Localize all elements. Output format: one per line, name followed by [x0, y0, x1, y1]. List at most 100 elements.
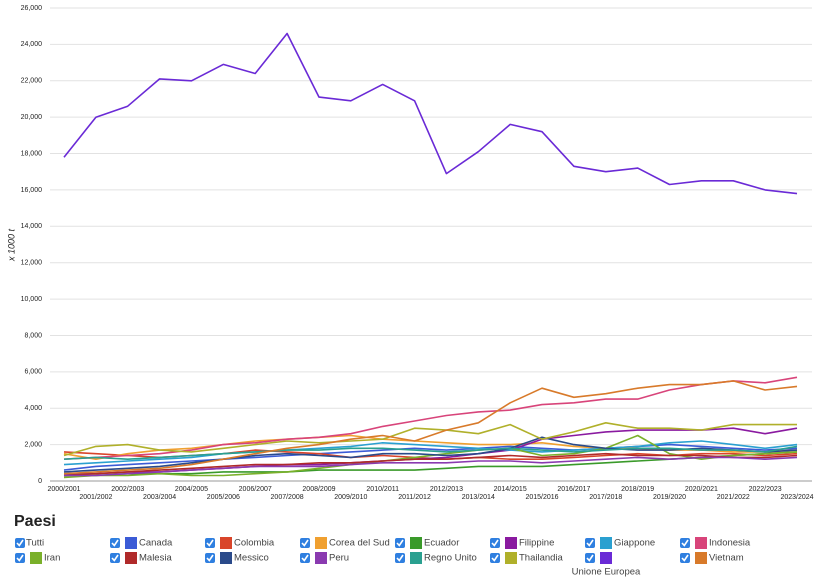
- series-line: [63, 380, 798, 475]
- y-tick-label: 14,000: [21, 223, 43, 230]
- series-line: [63, 445, 798, 460]
- legend-label[interactable]: Messico: [234, 553, 269, 564]
- legend-label[interactable]: Peru: [329, 553, 349, 564]
- x-tick-label: 2015/2016: [525, 494, 558, 501]
- checkbox-tick: [301, 554, 309, 562]
- x-tick-label: 2000/2001: [47, 486, 80, 493]
- x-tick-label: 2011/2012: [398, 494, 431, 501]
- series-line: [63, 32, 798, 195]
- x-tick-label: 2019/2020: [653, 494, 686, 501]
- checkbox[interactable]: [395, 538, 405, 548]
- legend-label[interactable]: Vietnam: [709, 553, 744, 564]
- x-tick-label: 2023/2024: [780, 494, 813, 501]
- legend-swatch[interactable]: [125, 552, 137, 564]
- checkbox-tick: [396, 554, 404, 562]
- legend-label[interactable]: Corea del Sud: [329, 538, 390, 549]
- legend-label[interactable]: Iran: [44, 553, 60, 564]
- checkbox[interactable]: [395, 553, 405, 563]
- x-tick-label: 2021/2022: [717, 494, 750, 501]
- legend-swatch[interactable]: [410, 537, 422, 549]
- x-tick-label: 2012/2013: [430, 486, 463, 493]
- y-tick-label: 10,000: [21, 296, 43, 303]
- x-tick-label: 2009/2010: [334, 494, 367, 501]
- x-tick-label: 2020/2021: [685, 486, 718, 493]
- checkbox-tick: [491, 554, 499, 562]
- y-tick-label: 8,000: [24, 332, 42, 339]
- legend-swatch[interactable]: [125, 537, 137, 549]
- checkbox[interactable]: [490, 538, 500, 548]
- legend-swatch[interactable]: [315, 537, 327, 549]
- checkbox-tick: [396, 539, 404, 547]
- x-tick-label: 2004/2005: [175, 486, 208, 493]
- checkbox-tick: [301, 539, 309, 547]
- legend-label[interactable]: Tutti: [26, 538, 44, 549]
- checkbox[interactable]: [680, 538, 690, 548]
- legend-swatch[interactable]: [600, 537, 612, 549]
- x-tick-label: 2003/2004: [143, 494, 176, 501]
- legend-label[interactable]: Colombia: [234, 538, 275, 549]
- checkbox[interactable]: [15, 538, 25, 548]
- legend-label[interactable]: Ecuador: [424, 538, 459, 549]
- checkbox[interactable]: [680, 553, 690, 563]
- legend-swatch[interactable]: [220, 552, 232, 564]
- checkbox-tick: [16, 554, 24, 562]
- checkbox-tick: [491, 539, 499, 547]
- series-line: [63, 440, 798, 466]
- y-axis-label: x 1000 t: [6, 228, 16, 262]
- checkbox[interactable]: [585, 553, 595, 563]
- legend-swatch[interactable]: [600, 552, 612, 564]
- checkbox[interactable]: [205, 538, 215, 548]
- legend-swatch[interactable]: [695, 552, 707, 564]
- x-tick-label: 2014/2015: [494, 486, 527, 493]
- x-tick-label: 2001/2002: [79, 494, 112, 501]
- x-tick-label: 2018/2019: [621, 486, 654, 493]
- legend-swatch[interactable]: [695, 537, 707, 549]
- checkbox[interactable]: [110, 538, 120, 548]
- checkbox[interactable]: [15, 553, 25, 563]
- checkbox-tick: [681, 554, 689, 562]
- series-line: [63, 436, 798, 473]
- y-tick-label: 22,000: [21, 78, 43, 85]
- legend-label[interactable]: Thailandia: [519, 553, 564, 564]
- x-tick-label: 2002/2003: [111, 486, 144, 493]
- legend-label[interactable]: Regno Unito: [424, 553, 477, 564]
- legend-label[interactable]: Canada: [139, 538, 173, 549]
- series-line: [63, 376, 798, 460]
- y-tick-label: 26,000: [21, 5, 43, 12]
- checkbox-tick: [206, 539, 214, 547]
- y-tick-label: 0: [38, 478, 42, 485]
- x-tick-label: 2007/2008: [271, 494, 304, 501]
- legend-label[interactable]: Malesia: [139, 553, 172, 564]
- legend-swatch[interactable]: [505, 537, 517, 549]
- checkbox[interactable]: [490, 553, 500, 563]
- legend-swatch[interactable]: [410, 552, 422, 564]
- y-tick-label: 16,000: [21, 187, 43, 194]
- legend-swatch[interactable]: [30, 552, 42, 564]
- y-tick-label: 6,000: [24, 369, 42, 376]
- legend-swatch[interactable]: [315, 552, 327, 564]
- x-tick-label: 2005/2006: [207, 494, 240, 501]
- x-tick-label: 2010/2011: [366, 486, 399, 493]
- checkbox-tick: [586, 554, 594, 562]
- checkbox[interactable]: [585, 538, 595, 548]
- checkbox[interactable]: [300, 553, 310, 563]
- series-line: [63, 434, 798, 479]
- legend-label[interactable]: Indonesia: [709, 538, 751, 549]
- x-tick-label: 2017/2018: [589, 494, 622, 501]
- checkbox[interactable]: [300, 538, 310, 548]
- legend-title: Paesi: [14, 513, 56, 530]
- legend-label[interactable]: Giappone: [614, 538, 655, 549]
- checkbox[interactable]: [205, 553, 215, 563]
- legend-label[interactable]: Unione Europea: [572, 567, 641, 578]
- series-line: [63, 452, 798, 477]
- y-tick-label: 12,000: [21, 260, 43, 267]
- y-tick-label: 24,000: [21, 41, 43, 48]
- y-tick-label: 20,000: [21, 114, 43, 121]
- checkbox[interactable]: [110, 553, 120, 563]
- legend-swatch[interactable]: [505, 552, 517, 564]
- y-tick-label: 18,000: [21, 150, 43, 157]
- legend-label[interactable]: Filippine: [519, 538, 554, 549]
- legend-swatch[interactable]: [220, 537, 232, 549]
- x-tick-label: 2013/2014: [462, 494, 495, 501]
